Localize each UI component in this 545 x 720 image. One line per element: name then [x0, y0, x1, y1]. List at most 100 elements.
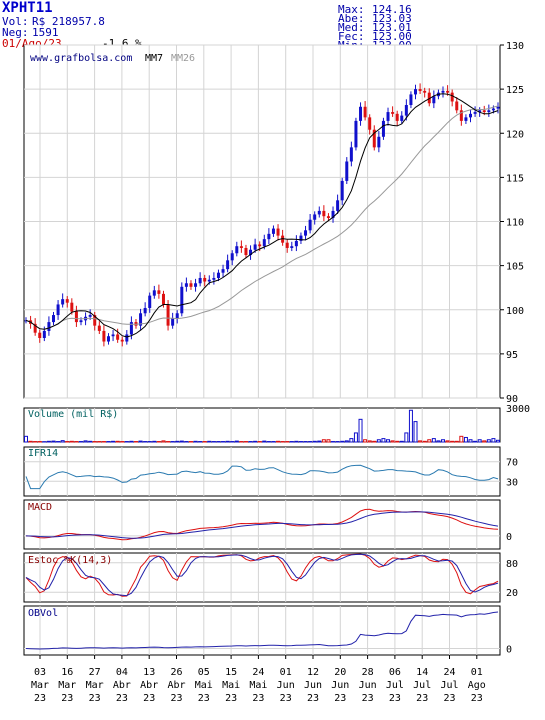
volume-panel-title: Volume (mil R$) — [28, 409, 119, 420]
x-tick-day: 01 — [280, 667, 292, 678]
candle-body — [253, 244, 257, 250]
candle-body — [116, 334, 120, 340]
volume-bar — [24, 435, 28, 443]
trades-value: 1591 — [32, 26, 59, 39]
volume-bar — [88, 440, 93, 443]
volume-bar — [477, 439, 482, 443]
candle-body — [322, 210, 326, 217]
x-tick-month: Jul — [386, 680, 404, 691]
volume-bar — [390, 440, 395, 443]
volume-bar — [381, 438, 386, 443]
open-label: Abe: — [338, 12, 365, 25]
volume-bar — [83, 440, 88, 443]
volume-bar — [468, 439, 473, 443]
legend-mm26: MM26 — [171, 53, 196, 64]
candle-body — [459, 110, 463, 121]
candle-body — [262, 239, 266, 247]
candle-body — [363, 106, 367, 118]
candle-body — [414, 89, 418, 95]
volume-bar — [441, 439, 446, 443]
candle-body — [487, 110, 491, 113]
price-tick-label: 130 — [506, 41, 524, 52]
candle-body — [152, 290, 156, 296]
candle-body — [427, 92, 431, 104]
candle-body — [79, 320, 83, 323]
x-tick-year: 23 — [334, 693, 346, 704]
price-tick-label: 115 — [506, 173, 524, 184]
x-tick-day: 01 — [471, 667, 483, 678]
candle-body — [455, 101, 459, 111]
volume-bar — [326, 439, 331, 443]
candle-body — [24, 320, 28, 322]
candle-body — [469, 113, 473, 118]
x-tick-day: 20 — [334, 667, 346, 678]
stoch-panel-frame — [23, 552, 501, 603]
macd-signal-line — [25, 511, 499, 539]
volume-bar — [422, 440, 427, 443]
candle-body — [450, 92, 454, 102]
macd-tick-label: 0 — [506, 532, 512, 543]
max-value: 124.16 — [372, 3, 412, 16]
x-tick-year: 23 — [143, 693, 155, 704]
candle-body — [88, 315, 92, 317]
volume-bar — [395, 440, 400, 443]
volume-bar — [427, 439, 432, 443]
candle-body — [184, 283, 188, 287]
x-tick-day: 24 — [252, 667, 264, 678]
x-tick-year: 23 — [280, 693, 292, 704]
volume-panel-frame — [23, 407, 501, 443]
volume-bar — [175, 440, 180, 443]
volume-bar — [482, 440, 487, 443]
candle-body — [189, 283, 193, 287]
x-tick-year: 23 — [170, 693, 182, 704]
x-tick-month: Mai — [222, 680, 240, 691]
change-percent: -1.6 % — [102, 37, 142, 50]
candle-body — [111, 334, 115, 337]
candle-body — [368, 117, 372, 130]
x-tick-year: 23 — [389, 693, 401, 704]
x-tick-day: 04 — [116, 667, 128, 678]
rsi-tick-label: 30 — [506, 477, 518, 488]
candle-body — [93, 315, 97, 326]
x-tick-year: 23 — [34, 693, 46, 704]
x-tick-month: Abr — [140, 680, 158, 691]
volume-bar — [363, 439, 368, 443]
open-value: 123.03 — [372, 12, 412, 25]
x-tick-month: Abr — [167, 680, 185, 691]
close-value: 123.00 — [372, 30, 412, 43]
candle-body — [239, 246, 243, 248]
candle-body — [125, 334, 129, 342]
volume-value: R$ 218957.8 — [32, 15, 105, 28]
volume-bar — [413, 421, 418, 443]
candle-body — [102, 330, 106, 342]
volume-bar — [358, 418, 363, 443]
candle-body — [400, 115, 404, 121]
x-tick-day: 14 — [416, 667, 428, 678]
candle-body — [175, 313, 179, 319]
rsi-tick-label: 70 — [506, 458, 518, 469]
candle-body — [313, 214, 317, 220]
price-tick-label: 125 — [506, 85, 524, 96]
candle-body — [148, 295, 152, 308]
candle-body — [317, 210, 321, 215]
volume-bar — [344, 440, 349, 443]
candle-body — [340, 180, 344, 201]
avg-label: Med: — [338, 21, 365, 34]
rsi-panel-title: IFR14 — [28, 448, 59, 459]
volume-bar — [459, 435, 464, 443]
x-tick-month: Jun — [277, 680, 295, 691]
x-tick-day: 24 — [443, 667, 455, 678]
price-tick-label: 110 — [506, 218, 524, 229]
volume-bar — [312, 440, 317, 443]
volume-bar — [51, 440, 56, 443]
candle-body — [207, 279, 211, 282]
candle-body — [349, 147, 353, 162]
volume-bar — [161, 440, 166, 443]
avg-value: 123.01 — [372, 21, 412, 34]
candle-body — [354, 120, 358, 148]
candle-body — [473, 112, 477, 114]
candle-body — [56, 304, 60, 316]
candle-body — [391, 112, 395, 114]
obv-tick-label: 0 — [506, 645, 512, 656]
